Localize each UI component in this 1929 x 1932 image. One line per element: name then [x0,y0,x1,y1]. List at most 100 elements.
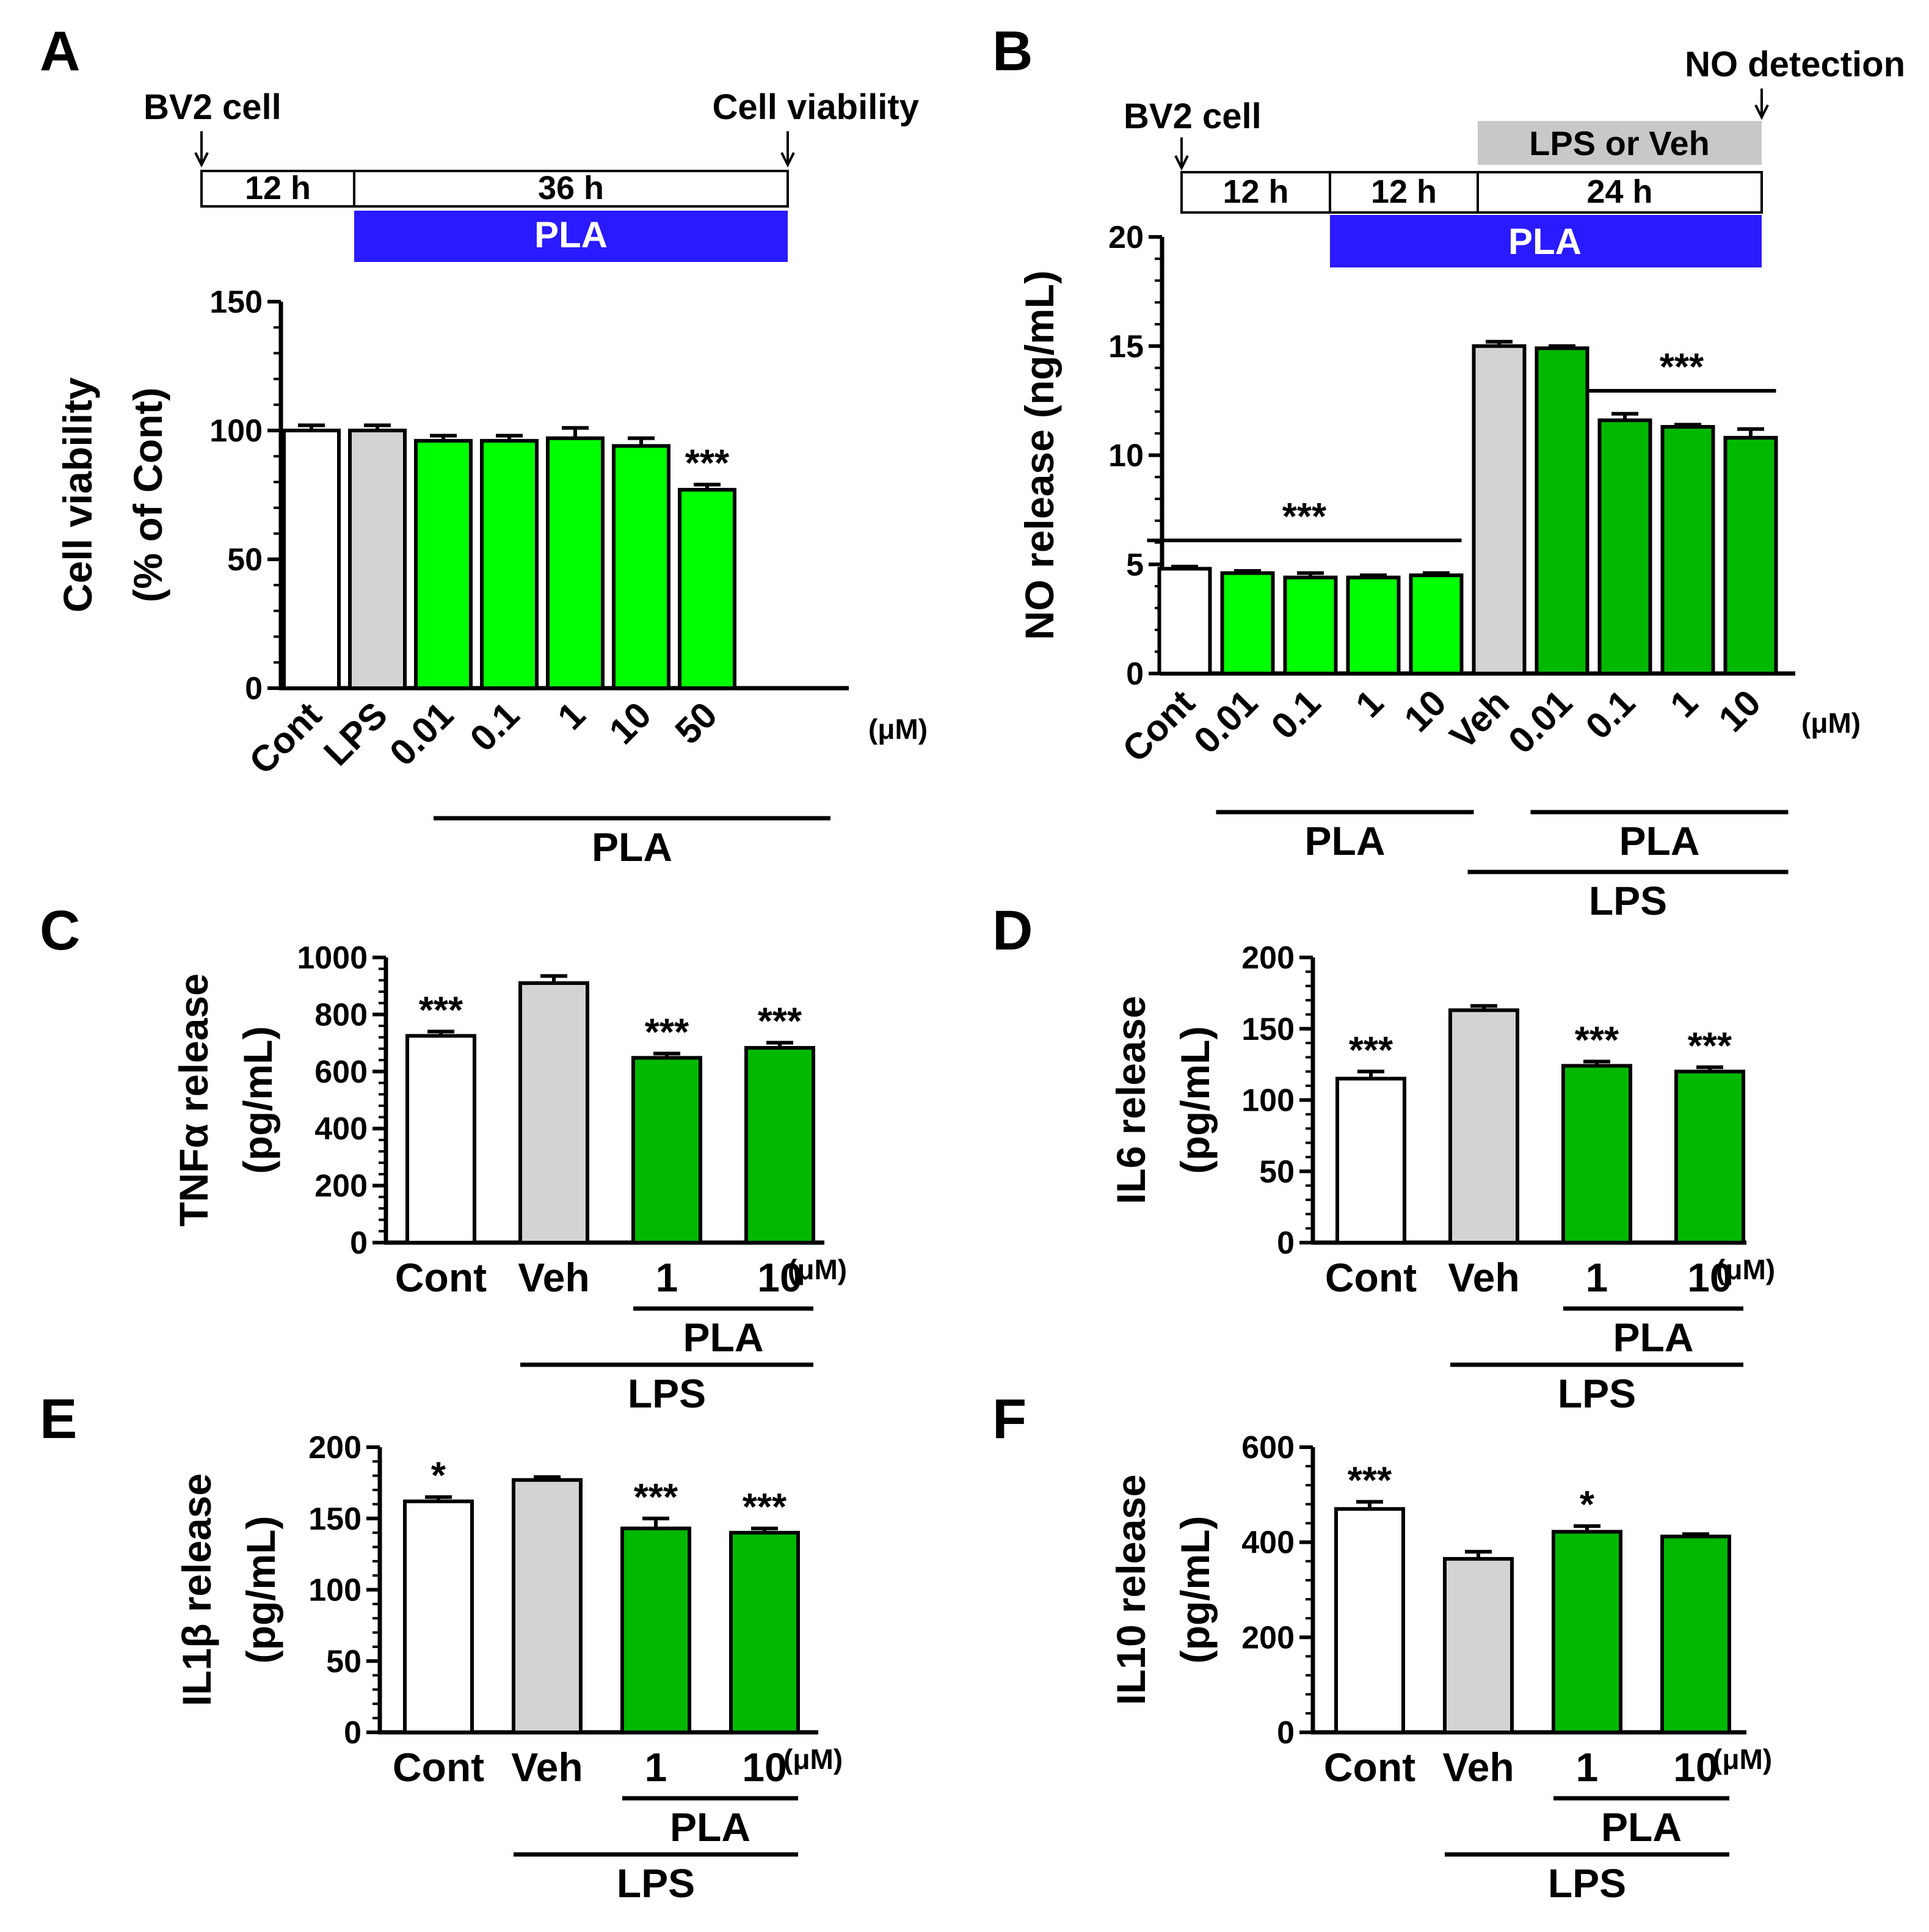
panel-C: C 0 200 400 600 800 1000 TNFα release (pg/mL) Con… [40,899,847,1416]
bar [612,444,670,690]
y-axis-label: TNFα release [171,973,216,1227]
x-tick-label: 0.01 [382,694,461,774]
y-tick-label: 0 [1126,656,1144,692]
panel-letter: C [40,899,80,962]
timeline-duration: 12 h [245,170,311,206]
unit-label: (μM) [1713,1743,1772,1775]
bar [1283,575,1338,676]
x-tick-label: LPS [316,694,395,774]
bar [1535,346,1589,675]
bar [546,436,605,690]
x-tick-label: 0.01 [1186,682,1265,761]
bar [1660,425,1715,676]
y-tick-label: 400 [314,1111,368,1147]
y-tick-label: 200 [1241,940,1295,976]
bar [1443,1556,1514,1735]
y-tick-label: 400 [1241,1525,1295,1561]
significance-marker: *** [1660,346,1704,388]
x-tick-label: 0.1 [1263,682,1328,747]
bar [1472,344,1527,675]
y-tick-label: 100 [308,1573,361,1608]
bar [1674,1069,1745,1245]
x-tick-label: Cont [393,1745,484,1790]
group-label: PLA [670,1804,750,1850]
bar [1409,573,1464,675]
bar [1346,575,1401,676]
group-label: PLA [683,1315,764,1360]
significance-marker: *** [758,1001,802,1043]
panel-E: E 0 50 100 150 200 IL1β release (pg/mL) Cont * Veh… [40,1388,843,1906]
x-tick-label: Veh [1442,1745,1514,1790]
timeline-treatment-label: PLA [1508,221,1582,262]
y-tick-label: 0 [344,1715,361,1751]
panel-letter: A [40,20,80,82]
y-tick-label: 0 [1277,1715,1295,1751]
panel-letter: D [992,899,1033,962]
x-tick-label: 0.1 [462,694,527,759]
panel-letter: F [992,1388,1026,1450]
x-tick-label: Cont [241,694,329,782]
timeline-end-label: NO detection [1685,45,1905,84]
y-tick-label: 100 [209,413,263,449]
panel-D: D 0 50 100 150 200 IL6 release (pg/mL) Cont *** Ve… [992,899,1775,1416]
x-tick-label: Veh [1448,1255,1519,1300]
unit-label: (μM) [783,1743,843,1775]
x-tick-label: 10 [1711,682,1769,740]
bar [1157,567,1212,676]
significance-marker: * [1580,1484,1595,1526]
timeline-duration: 12 h [1222,173,1288,210]
x-tick-label: 1 [645,1745,667,1790]
significance-marker: *** [1349,1030,1393,1072]
bar [282,429,341,690]
panel-F: F 0 200 400 600 IL10 release (pg/mL) Cont *** Veh… [992,1388,1772,1906]
unit-label: (μM) [788,1254,847,1285]
significance-marker: *** [743,1486,787,1528]
bar [480,438,539,690]
timeline-treatment-bar [1330,215,1762,267]
y-tick-label: 600 [1241,1430,1295,1465]
x-tick-label: Cont [1114,682,1202,770]
x-tick-label: 10 [742,1745,786,1790]
x-tick-label: 10 [1687,1255,1732,1300]
y-axis-label: NO release (ng/mL) [1017,271,1062,640]
group-label: PLA [1601,1804,1682,1850]
y-tick-label: 150 [209,285,263,320]
x-tick-label: Cont [1325,1255,1417,1300]
y-tick-label: 100 [1241,1083,1295,1119]
timeline-duration: 12 h [1371,173,1437,210]
timeline-segment [1329,171,1479,214]
y-axis-label: (pg/mL) [238,1516,283,1664]
y-tick-label: 800 [314,997,368,1033]
y-tick-label: 200 [1241,1620,1295,1655]
timeline-segment [353,170,789,208]
y-tick-label: 200 [308,1430,361,1465]
significance-marker: *** [634,1476,678,1519]
y-tick-label: 5 [1126,547,1144,583]
x-tick-label: 50 [667,694,725,752]
x-tick-label: 0.1 [1578,682,1643,747]
y-axis-label: IL6 release [1108,996,1153,1204]
y-axis-label: Cell viability [55,377,100,612]
x-tick-label: 0.01 [1500,682,1580,761]
bar [348,429,407,690]
timeline-duration: 36 h [538,170,604,206]
timeline-end-arrow [780,131,795,168]
bar [631,1056,702,1245]
bar [678,488,736,690]
group-label: LPS [1589,878,1667,923]
bar [1660,1534,1731,1734]
y-tick-label: 0 [350,1226,368,1261]
bar [1561,1064,1632,1244]
bar [405,1034,476,1245]
bar [620,1527,691,1734]
x-tick-label: Cont [395,1255,487,1300]
x-tick-label: Veh [511,1745,583,1790]
y-tick-label: 200 [314,1169,368,1204]
y-axis-label: (pg/mL) [1172,1516,1218,1664]
x-tick-label: 1 [1662,682,1706,725]
timeline-end-label: Cell viability [713,87,919,127]
y-tick-label: 50 [227,542,263,578]
group-label: PLA [1619,818,1700,863]
